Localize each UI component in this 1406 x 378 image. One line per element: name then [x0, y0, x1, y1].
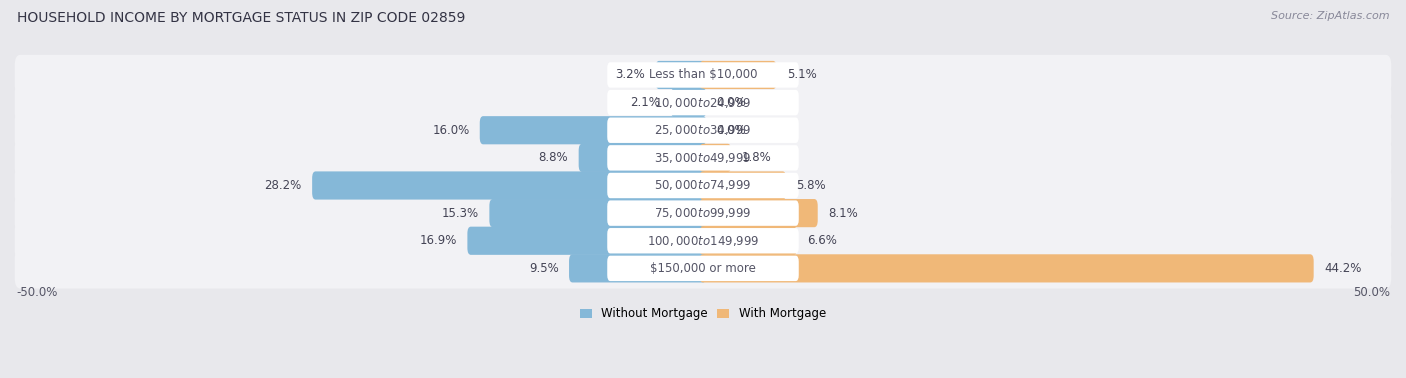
- Text: 0.0%: 0.0%: [717, 124, 747, 137]
- Text: 9.5%: 9.5%: [529, 262, 558, 275]
- FancyBboxPatch shape: [479, 116, 706, 144]
- FancyBboxPatch shape: [607, 118, 799, 143]
- FancyBboxPatch shape: [607, 256, 799, 281]
- Text: $150,000 or more: $150,000 or more: [650, 262, 756, 275]
- Text: 0.0%: 0.0%: [717, 96, 747, 109]
- Text: $10,000 to $24,999: $10,000 to $24,999: [654, 96, 752, 110]
- FancyBboxPatch shape: [569, 254, 706, 282]
- Text: 1.8%: 1.8%: [741, 151, 772, 164]
- Text: -50.0%: -50.0%: [15, 286, 58, 299]
- Text: 44.2%: 44.2%: [1324, 262, 1361, 275]
- Text: $75,000 to $99,999: $75,000 to $99,999: [654, 206, 752, 220]
- FancyBboxPatch shape: [467, 227, 706, 255]
- FancyBboxPatch shape: [14, 193, 1392, 233]
- FancyBboxPatch shape: [607, 90, 799, 115]
- FancyBboxPatch shape: [607, 228, 799, 254]
- Legend: Without Mortgage, With Mortgage: Without Mortgage, With Mortgage: [575, 302, 831, 325]
- Text: 28.2%: 28.2%: [264, 179, 302, 192]
- Text: Less than $10,000: Less than $10,000: [648, 68, 758, 82]
- FancyBboxPatch shape: [607, 145, 799, 170]
- Text: 3.2%: 3.2%: [616, 68, 645, 82]
- FancyBboxPatch shape: [700, 227, 797, 255]
- FancyBboxPatch shape: [14, 55, 1392, 95]
- Text: 5.1%: 5.1%: [787, 68, 817, 82]
- FancyBboxPatch shape: [312, 171, 706, 200]
- Text: Source: ZipAtlas.com: Source: ZipAtlas.com: [1271, 11, 1389, 21]
- FancyBboxPatch shape: [671, 88, 706, 117]
- FancyBboxPatch shape: [700, 61, 776, 89]
- Text: 6.6%: 6.6%: [807, 234, 838, 247]
- FancyBboxPatch shape: [700, 144, 731, 172]
- FancyBboxPatch shape: [607, 173, 799, 198]
- Text: $50,000 to $74,999: $50,000 to $74,999: [654, 178, 752, 192]
- FancyBboxPatch shape: [655, 61, 706, 89]
- Text: HOUSEHOLD INCOME BY MORTGAGE STATUS IN ZIP CODE 02859: HOUSEHOLD INCOME BY MORTGAGE STATUS IN Z…: [17, 11, 465, 25]
- FancyBboxPatch shape: [14, 165, 1392, 206]
- Text: 2.1%: 2.1%: [630, 96, 661, 109]
- FancyBboxPatch shape: [700, 199, 818, 227]
- FancyBboxPatch shape: [607, 200, 799, 226]
- Text: $25,000 to $34,999: $25,000 to $34,999: [654, 123, 752, 137]
- Text: 8.8%: 8.8%: [538, 151, 568, 164]
- FancyBboxPatch shape: [489, 199, 706, 227]
- FancyBboxPatch shape: [700, 171, 786, 200]
- FancyBboxPatch shape: [14, 82, 1392, 123]
- FancyBboxPatch shape: [14, 248, 1392, 288]
- FancyBboxPatch shape: [700, 254, 1313, 282]
- Text: 16.0%: 16.0%: [432, 124, 470, 137]
- Text: $35,000 to $49,999: $35,000 to $49,999: [654, 151, 752, 165]
- Text: 16.9%: 16.9%: [420, 234, 457, 247]
- FancyBboxPatch shape: [579, 144, 706, 172]
- FancyBboxPatch shape: [14, 138, 1392, 178]
- Text: 50.0%: 50.0%: [1353, 286, 1391, 299]
- Text: 5.8%: 5.8%: [796, 179, 827, 192]
- Text: 15.3%: 15.3%: [441, 207, 479, 220]
- Text: $100,000 to $149,999: $100,000 to $149,999: [647, 234, 759, 248]
- FancyBboxPatch shape: [607, 62, 799, 88]
- FancyBboxPatch shape: [14, 110, 1392, 150]
- FancyBboxPatch shape: [14, 221, 1392, 261]
- Text: 8.1%: 8.1%: [828, 207, 858, 220]
